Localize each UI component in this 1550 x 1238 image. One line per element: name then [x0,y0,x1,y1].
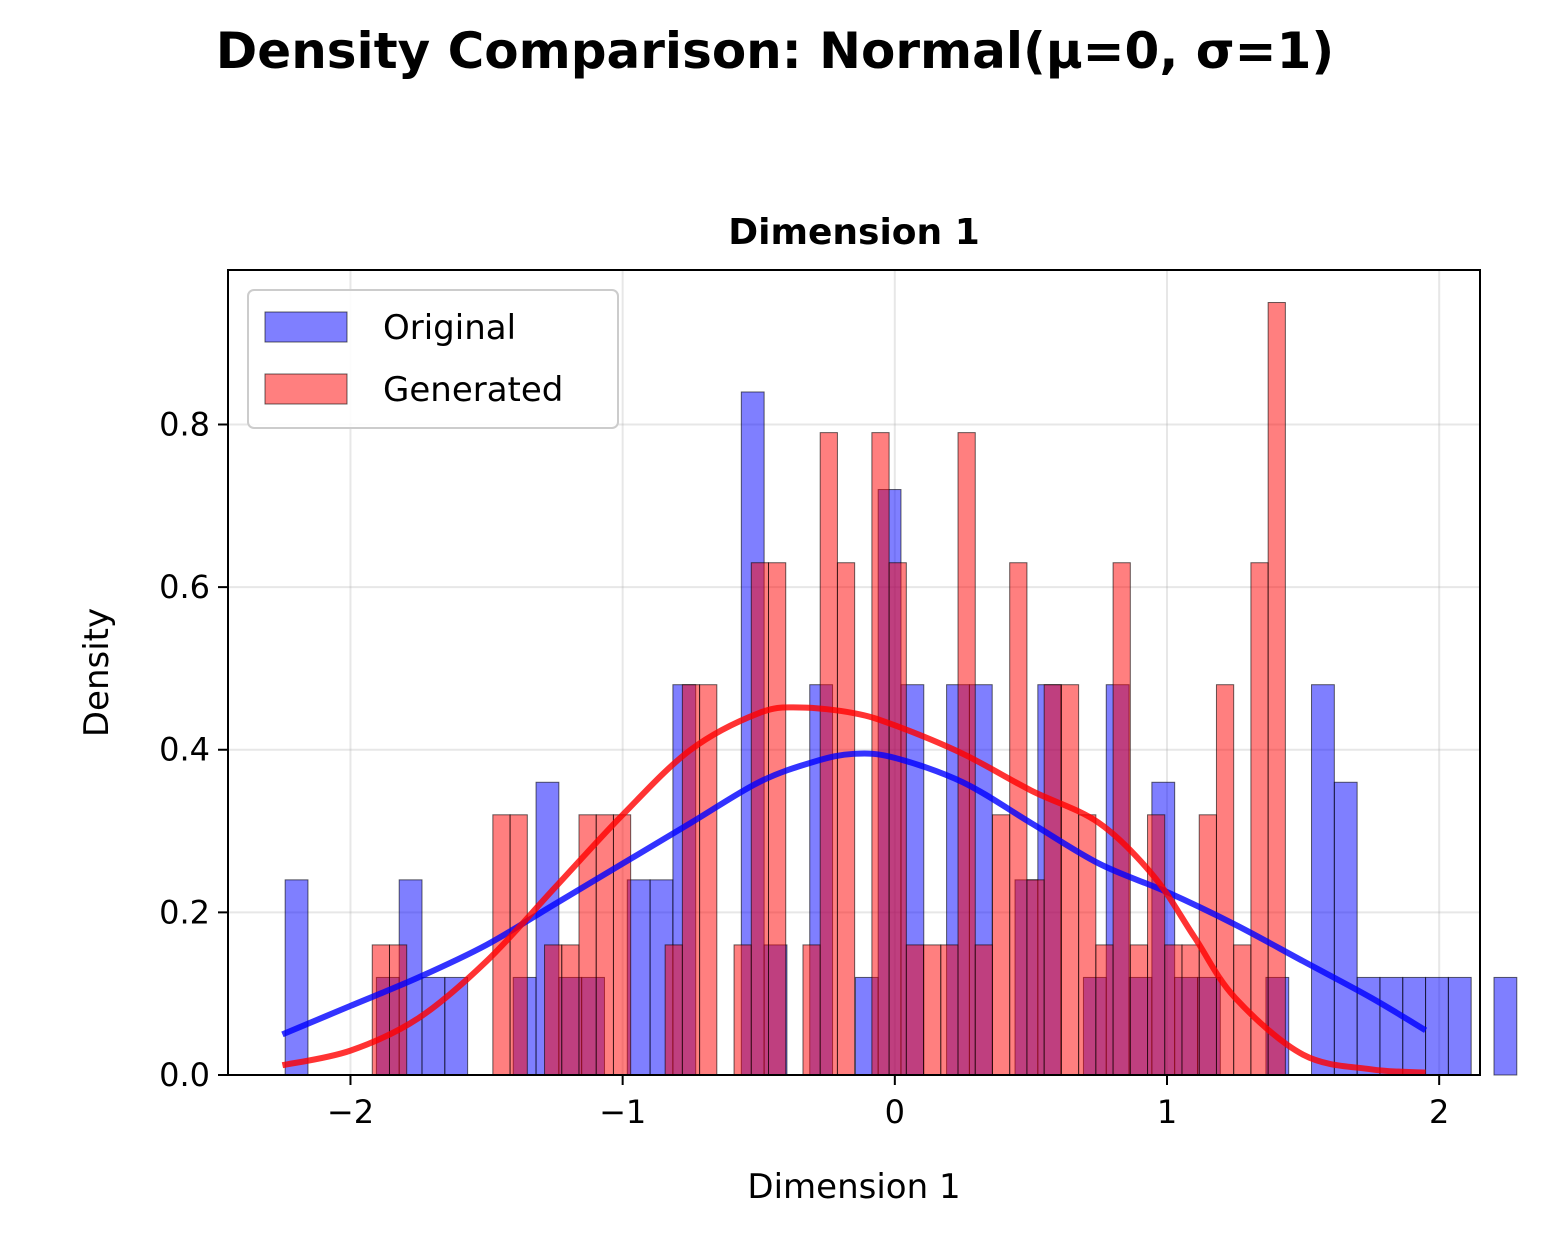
generated-bar [544,944,563,1076]
generated-bar [595,814,614,1076]
figure-suptitle: Density Comparison: Normal(μ=0, σ=1) [215,22,1335,80]
original-bar [1447,976,1472,1076]
generated-bar [371,944,390,1076]
legend: Original Generated [247,289,619,429]
generated-bar [923,944,942,1076]
generated-bar [991,814,1011,1076]
generated-bar [733,944,752,1076]
generated-bar [802,944,821,1076]
original-bar [1425,976,1449,1076]
x-tick-label: 1 [1157,1093,1177,1131]
y-tick-label: 0.8 [159,405,210,443]
generated-bar [905,944,925,1076]
generated-kde-line [281,704,1426,1076]
generated-bar [940,944,959,1076]
generated-bar [1095,944,1114,1076]
y-tick-label: 0.0 [159,1056,210,1094]
generated-bar [974,944,993,1076]
generated-bar [1267,302,1286,1076]
axis-ticks: −2 −1 0 1 2 0.0 0.2 0.4 0.6 0.8 [159,405,1449,1131]
generated-bar [1250,562,1269,1076]
y-axis-label: Density [77,608,117,737]
generated-bar [1147,814,1166,1076]
subplot-title: Dimension 1 [728,212,980,253]
legend-swatch-original [264,311,348,343]
y-tick-label: 0.6 [159,568,210,606]
generated-bar [1060,684,1080,1076]
x-tick-label: 2 [1429,1093,1449,1131]
x-tick-label: −1 [599,1093,646,1131]
original-bar [284,879,309,1076]
generated-bar [750,562,770,1076]
original-bar [1493,976,1518,1076]
x-tick-label: −2 [327,1093,374,1131]
generated-bar [888,562,907,1076]
generated-bar [388,944,408,1076]
generated-bar [1129,944,1149,1076]
generated-bar [1181,944,1200,1076]
original-bar [1333,781,1358,1076]
generated-bar [1215,684,1235,1076]
y-tick-label: 0.2 [159,893,210,931]
legend-swatch-generated [264,373,348,405]
x-axis-label: Dimension 1 [747,1167,960,1207]
original-kde-line [281,750,1428,1038]
original-bar [1379,976,1404,1076]
generated-bar [664,944,683,1076]
generated-bar [612,814,632,1076]
legend-label-generated: Generated [383,370,563,410]
legend-label-original: Original [383,308,516,348]
original-bar [421,976,446,1076]
generated-bar [1026,879,1045,1076]
plot-frame [227,269,1481,1076]
generated-bar [561,944,580,1076]
kde-curves [281,704,1428,1076]
generated-bar [509,814,528,1076]
generated-bar [1164,944,1183,1076]
original-bar [1311,684,1335,1076]
x-tick-label: 0 [885,1093,905,1131]
generated-bar [1112,562,1131,1076]
y-tick-label: 0.4 [159,731,210,769]
generated-bar [768,562,787,1076]
generated-bar [836,562,856,1076]
generated-bar [1043,684,1062,1076]
